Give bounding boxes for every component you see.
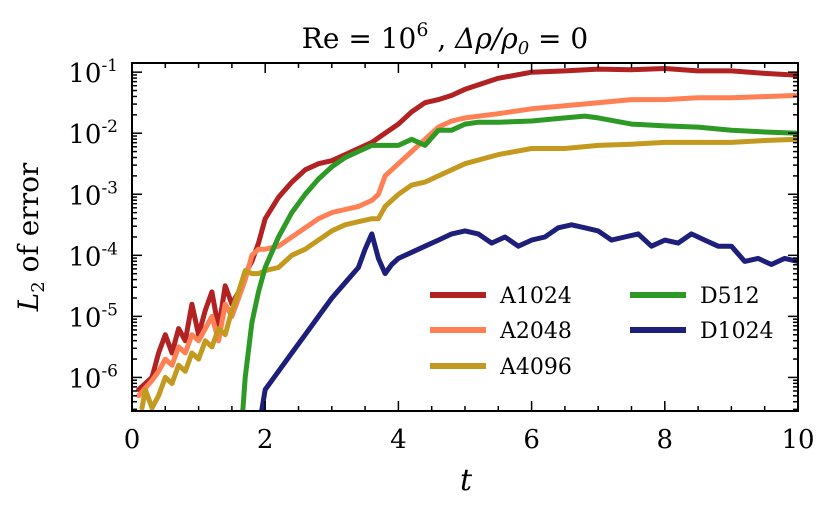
y-tick-labels: 10-6 10-5 10-4 10-3 10-2 10-1 bbox=[68, 56, 118, 394]
tick-layer bbox=[131, 63, 799, 411]
x-axis-title: t bbox=[460, 463, 473, 498]
x-tick-label: 6 bbox=[523, 425, 540, 455]
legend-label-a1024: A1024 bbox=[499, 284, 572, 309]
y-tick-label: 10-2 bbox=[68, 117, 118, 150]
legend-label-a2048: A2048 bbox=[499, 319, 572, 344]
x-tick-label: 2 bbox=[257, 425, 274, 455]
x-tick-label: 10 bbox=[781, 425, 814, 455]
y-tick-label: 10-6 bbox=[68, 361, 118, 394]
y-tick-label: 10-3 bbox=[68, 178, 118, 211]
series-layer bbox=[136, 66, 798, 411]
legend-label-a4096: A4096 bbox=[499, 355, 572, 380]
series-line-d1024 bbox=[259, 222, 798, 411]
legend: A1024 A2048 A4096 D512 D1024 bbox=[430, 284, 774, 380]
x-tick-label: 0 bbox=[124, 425, 141, 455]
x-tick-labels: 0 2 4 6 8 10 bbox=[124, 425, 815, 455]
y-axis-title: L2 of error bbox=[12, 162, 49, 312]
x-tick-label: 4 bbox=[390, 425, 407, 455]
y-tick-label: 10-1 bbox=[68, 56, 118, 89]
y-tick-label: 10-5 bbox=[68, 300, 118, 333]
y-tick-label: 10-4 bbox=[68, 239, 118, 272]
chart-title: Re = 106 , Δρ/ρ0 = 0 bbox=[302, 19, 588, 59]
x-tick-label: 8 bbox=[657, 425, 674, 455]
series-line-a4096 bbox=[139, 136, 798, 411]
legend-label-d1024: D1024 bbox=[700, 319, 774, 344]
series-line-a1024 bbox=[136, 66, 798, 393]
legend-label-d512: D512 bbox=[700, 284, 760, 309]
series-line-a2048 bbox=[136, 92, 798, 399]
series-line-d512 bbox=[240, 113, 798, 411]
